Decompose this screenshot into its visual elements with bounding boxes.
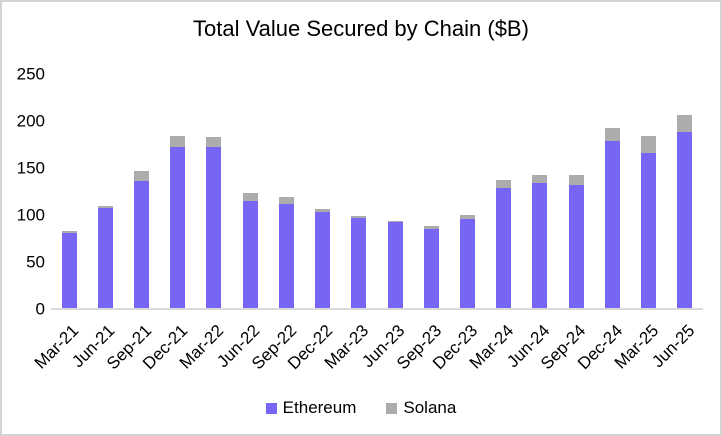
- bar-dec-21: [160, 136, 196, 308]
- bar-mar-21: [51, 230, 87, 308]
- bar-segment-solana: [604, 128, 620, 141]
- y-tick-label: 50: [26, 252, 45, 272]
- bars-container: [51, 75, 703, 308]
- bar-dec-24: [594, 128, 630, 308]
- plot-area: [51, 75, 703, 310]
- bar-segment-ethereum: [242, 200, 258, 308]
- legend: Ethereum Solana: [2, 398, 720, 418]
- bar-segment-solana: [496, 180, 512, 188]
- bar-segment-solana: [387, 220, 403, 223]
- bar-segment-solana: [242, 193, 258, 201]
- bar-jun-22: [232, 193, 268, 308]
- bar-segment-solana: [351, 215, 367, 218]
- bar-segment-ethereum: [532, 182, 548, 308]
- legend-label: Solana: [403, 398, 457, 417]
- bar-sep-21: [123, 170, 159, 308]
- bar-segment-solana: [134, 170, 150, 182]
- bar-segment-ethereum: [641, 152, 657, 308]
- bar-segment-solana: [278, 197, 294, 204]
- x-axis: Mar-21 Jun-21 Sep-21 Dec-21 Mar-22 Jun-22 Sep-…: [31, 314, 703, 388]
- bar-segment-solana: [423, 226, 439, 230]
- bar-segment-ethereum: [170, 147, 186, 308]
- bar-segment-solana: [97, 205, 113, 209]
- bar-segment-solana: [532, 175, 548, 183]
- bar-segment-solana: [641, 136, 657, 153]
- bar-segment-ethereum: [387, 222, 403, 308]
- bar-sep-23: [413, 226, 449, 308]
- y-tick-label: 0: [35, 299, 45, 319]
- y-tick-label: 250: [16, 64, 45, 84]
- bar-segment-ethereum: [604, 140, 620, 308]
- bar-segment-ethereum: [677, 132, 693, 308]
- bar-sep-24: [558, 175, 594, 308]
- legend-item-solana: Solana: [386, 398, 456, 418]
- bar-segment-ethereum: [134, 181, 150, 308]
- bar-segment-ethereum: [423, 229, 439, 308]
- bar-jun-21: [87, 205, 123, 308]
- bar-segment-solana: [170, 136, 186, 148]
- bar-segment-ethereum: [315, 212, 331, 308]
- bar-segment-solana: [460, 214, 476, 219]
- legend-label: Ethereum: [282, 398, 357, 417]
- bar-mar-24: [486, 180, 522, 308]
- bar-segment-ethereum: [97, 208, 113, 308]
- legend-swatch-ethereum: [265, 402, 277, 414]
- y-axis: 0 50 100 150 200 250: [2, 65, 45, 319]
- bar-segment-solana: [677, 115, 693, 133]
- bar-segment-ethereum: [61, 232, 77, 308]
- bar-segment-ethereum: [496, 187, 512, 308]
- bar-segment-ethereum: [278, 203, 294, 308]
- bar-segment-solana: [568, 175, 584, 185]
- bar-dec-22: [305, 209, 341, 308]
- bar-sep-22: [268, 197, 304, 308]
- bar-segment-ethereum: [206, 147, 222, 308]
- bar-dec-23: [449, 214, 485, 308]
- bar-segment-ethereum: [460, 218, 476, 308]
- y-tick-label: 200: [16, 111, 45, 131]
- y-tick-label: 150: [16, 158, 45, 178]
- chart-title: Total Value Secured by Chain ($B): [193, 16, 529, 41]
- bar-segment-solana: [315, 209, 331, 213]
- bar-segment-ethereum: [351, 217, 367, 308]
- bar-mar-23: [341, 215, 377, 308]
- bar-segment-solana: [61, 230, 77, 233]
- bar-segment-ethereum: [568, 184, 584, 308]
- bar-mar-25: [631, 136, 667, 308]
- bar-segment-solana: [206, 136, 222, 148]
- legend-swatch-solana: [386, 402, 398, 414]
- bar-jun-25: [667, 115, 703, 308]
- y-tick-label: 100: [16, 205, 45, 225]
- bar-jun-24: [522, 175, 558, 308]
- legend-item-ethereum: Ethereum: [265, 398, 357, 418]
- bar-jun-23: [377, 220, 413, 308]
- bar-mar-22: [196, 136, 232, 308]
